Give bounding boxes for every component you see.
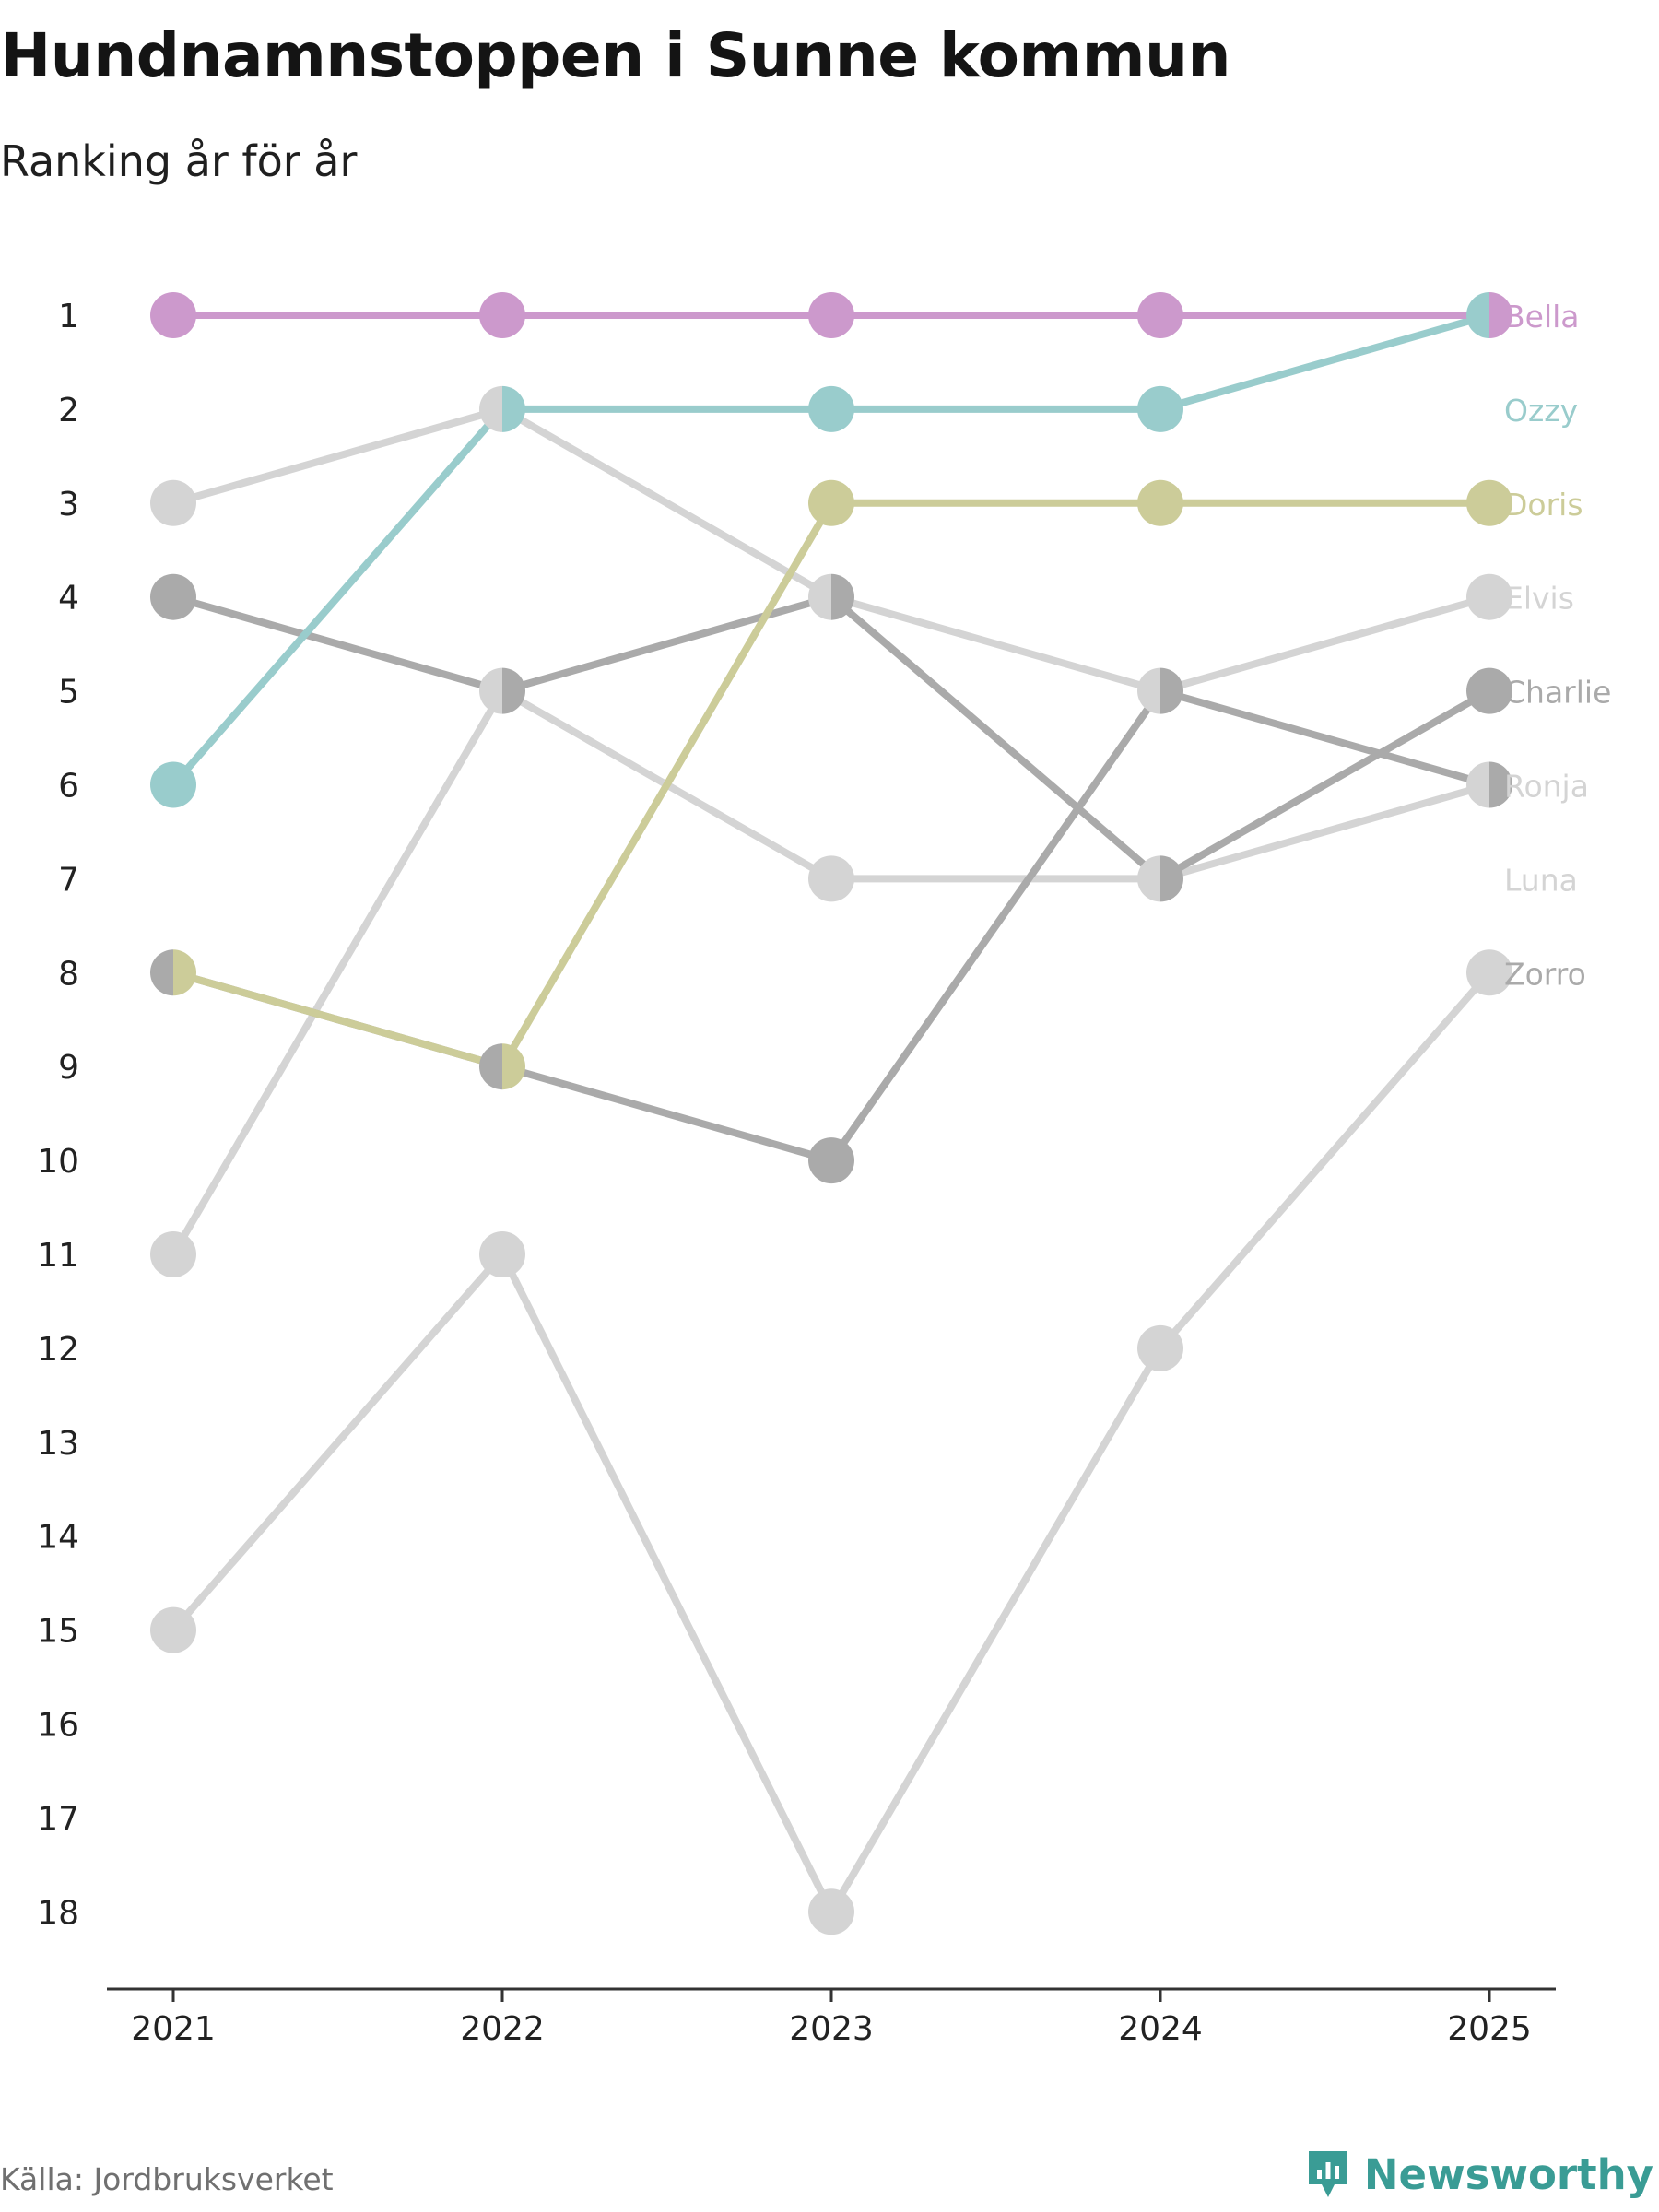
point-charlie-2021 [150,573,196,620]
point-elvis-2024 [1137,667,1160,714]
y-tick-label: 15 [37,1613,79,1651]
y-tick-label: 17 [37,1800,79,1838]
point-charlie-2022 [502,667,525,714]
point-zorro-2021 [150,1606,196,1653]
point-charlie-2024 [1160,855,1183,902]
point-doris-2023 [808,479,854,526]
y-tick-label: 4 [58,580,79,618]
point-ozzy-2024 [1137,385,1183,432]
series-label-bella: Bella [1504,299,1580,335]
point-ozzy-2021 [150,761,196,808]
point-bella-2024 [1137,292,1183,338]
y-tick-label: 9 [58,1049,79,1087]
point-luna-2023 [808,855,854,902]
point-ronja-2024 [1160,667,1183,714]
brand-name: Newsworthy [1363,2149,1653,2199]
y-tick-label: 18 [37,1894,79,1932]
point-elvis-2025 [1466,573,1512,620]
y-tick-label: 7 [58,861,79,899]
series-label-doris: Doris [1504,487,1583,523]
y-tick-label: 1 [58,298,79,335]
point-doris-2024 [1137,479,1183,526]
point-zorro-2022 [479,1231,525,1277]
y-tick-label: 14 [37,1519,79,1557]
point-ozzy-2022 [502,385,525,432]
y-tick-label: 12 [37,1331,79,1369]
y-tick-label: 6 [58,768,79,806]
point-luna-2025 [1466,761,1489,808]
y-tick-label: 11 [37,1237,79,1275]
series-label-charlie: Charlie [1504,675,1611,711]
point-luna-2024 [1137,855,1160,902]
series-label-elvis: Elvis [1504,581,1574,617]
point-zorro-2023 [808,1888,854,1936]
x-tick-label: 2025 [1447,2010,1532,2048]
y-tick-label: 16 [37,1707,79,1745]
y-tick-label: 8 [58,955,79,993]
series-points [150,292,1512,1936]
y-tick-label: 3 [58,486,79,524]
series-label-ozzy: Ozzy [1504,393,1578,429]
series-labels: Bella Ozzy Doris Elvis Charlie Ronja Luna Zorro [1504,299,1611,992]
x-tick-label: 2022 [460,2010,545,2048]
series-line-charlie [170,593,1493,883]
y-tick-label: 10 [37,1143,79,1181]
point-doris-2025 [1466,479,1512,526]
point-charlie-2025 [1466,667,1512,714]
point-doris-2021 [173,949,197,996]
point-charlie-2023 [831,573,854,620]
source-note: Källa: Jordbruksverket [0,2161,334,2197]
series-line-elvis [170,405,1493,695]
point-elvis-2022 [479,385,502,432]
y-tick-label: 2 [58,392,79,429]
x-tick-label: 2023 [789,2010,874,2048]
y-tick-label: 13 [37,1425,79,1463]
x-tick-label: 2021 [131,2010,216,2048]
x-tick-label: 2024 [1118,2010,1203,2048]
point-bella-2021 [150,292,196,338]
point-zorro-2024 [1137,1324,1183,1371]
x-axis: 2021 2022 2023 2024 2025 [107,1987,1556,2048]
chart-title: Hundnamnstoppen i Sunne kommun [0,20,1230,91]
point-luna-2022 [479,667,502,714]
newsworthy-logo-icon [1308,2151,1347,2197]
point-ronja-2023 [808,1137,854,1184]
point-ronja-2022 [479,1043,502,1090]
y-tick-label: 5 [58,674,79,712]
series-line-zorro [170,969,1493,1916]
series-label-zorro: Zorro [1504,956,1586,992]
series-label-luna: Luna [1504,862,1578,898]
point-elvis-2023 [807,573,831,620]
series-line-ronja [170,687,1493,1165]
series-line-ozzy [170,312,1493,789]
point-ozzy-2025 [1466,292,1489,338]
point-zorro-2025 [1466,949,1512,996]
point-elvis-2021 [150,479,196,526]
point-bella-2022 [479,292,525,338]
point-bella-2023 [808,292,854,338]
point-ozzy-2023 [808,385,854,432]
series-label-ronja: Ronja [1504,769,1589,805]
point-doris-2022 [502,1043,525,1090]
series-lines [170,312,1493,1916]
point-ronja-2025 [1489,761,1512,808]
point-luna-2021 [150,1231,196,1277]
point-ronja-2021 [150,949,173,996]
chart-subtitle: Ranking år för år [0,136,358,186]
brand: Newsworthy [1305,2147,1653,2201]
point-bella-2025 [1489,292,1512,338]
